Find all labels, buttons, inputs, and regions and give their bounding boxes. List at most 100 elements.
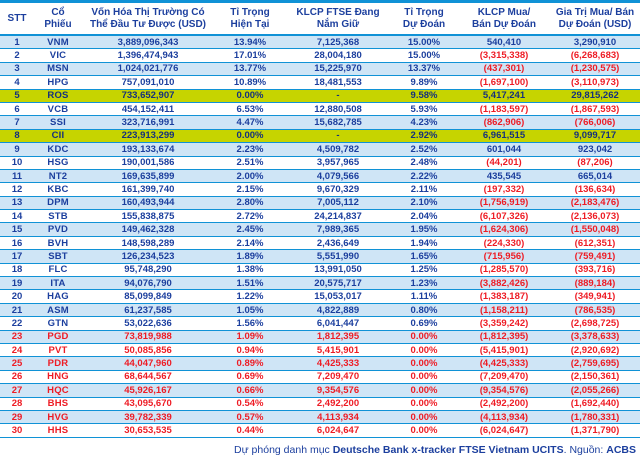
cell-stt: 11 <box>11 170 23 182</box>
cell-ticker: PGD <box>47 331 69 343</box>
cell-shares_held: 15,682,785 <box>314 117 362 129</box>
cell-pred_value: (2,136,073) <box>570 210 620 222</box>
cell-pred_weight: 2.04% <box>410 210 438 222</box>
cell-pred_value: (1,230,575) <box>570 63 620 75</box>
cell-stt: 10 <box>11 157 23 169</box>
cell-pred_shares: (6,024,647) <box>479 425 529 437</box>
cell-ticker: HQC <box>47 384 69 396</box>
cell-stt: 23 <box>11 331 23 343</box>
column-header-shares_held: KLCP FTSE Đang Nắm Giữ <box>296 7 380 30</box>
table-header-row: STT Cổ Phiếu Vốn Hóa Thị Trường Có Thể Đầu… <box>0 3 640 36</box>
cell-market_cap: 757,091,010 <box>121 76 175 88</box>
cell-market_cap: 1,396,474,943 <box>117 50 179 62</box>
cell-pred_weight: 15.00% <box>407 36 441 48</box>
cell-shares_held: 15,225,970 <box>314 63 362 75</box>
cell-shares_held: 5,551,990 <box>316 250 360 262</box>
cell-ticker: BVH <box>47 237 69 249</box>
cell-pred_shares: (6,107,326) <box>479 210 529 222</box>
etf-forecast-table: STT Cổ Phiếu Vốn Hóa Thị Trường Có Thể Đầu… <box>0 0 640 438</box>
cell-stt: 5 <box>14 90 20 102</box>
cell-ticker: VIC <box>49 50 67 62</box>
cell-market_cap: 45,926,167 <box>124 384 172 396</box>
cell-stt: 6 <box>14 103 20 115</box>
cell-pred_shares: (1,383,187) <box>479 291 529 303</box>
cell-ticker: STB <box>48 210 68 222</box>
cell-shares_held: 2,492,200 <box>316 398 360 410</box>
cell-stt: 8 <box>14 130 20 142</box>
cell-market_cap: 3,889,096,343 <box>117 36 179 48</box>
cell-market_cap: 223,913,299 <box>121 130 175 142</box>
cell-current_weight: 0.00% <box>236 130 264 142</box>
cell-stt: 17 <box>11 250 23 262</box>
caption-prefix: Dự phóng danh mục <box>234 443 333 456</box>
cell-stt: 15 <box>11 224 23 236</box>
cell-stt: 3 <box>14 63 20 75</box>
cell-pred_shares: (3,315,338) <box>479 50 529 62</box>
cell-pred_shares: (4,425,333) <box>479 358 529 370</box>
cell-pred_shares: (437,301) <box>483 63 525 75</box>
cell-ticker: HSG <box>47 157 69 169</box>
cell-ticker: CII <box>51 130 65 142</box>
table-row-HAG: 20 HAG 85,099,849 1.22% 15,053,017 1.11% (1,38… <box>0 290 640 304</box>
cell-shares_held: 1,812,395 <box>316 331 360 343</box>
cell-pred_value: (612,351) <box>574 237 616 249</box>
cell-pred_weight: 2.11% <box>410 183 438 195</box>
cell-market_cap: 126,234,523 <box>121 250 175 262</box>
cell-shares_held: 7,209,470 <box>316 371 360 383</box>
cell-pred_weight: 4.23% <box>410 117 438 129</box>
cell-stt: 16 <box>11 237 23 249</box>
cell-market_cap: 323,716,991 <box>121 117 175 129</box>
cell-market_cap: 85,099,849 <box>124 291 172 303</box>
cell-stt: 28 <box>11 398 23 410</box>
cell-market_cap: 190,001,586 <box>121 157 175 169</box>
cell-market_cap: 155,838,875 <box>121 210 175 222</box>
cell-pred_value: (759,491) <box>574 250 616 262</box>
cell-pred_weight: 0.00% <box>410 425 438 437</box>
cell-market_cap: 94,076,790 <box>124 277 172 289</box>
cell-shares_held: - <box>336 130 340 142</box>
cell-ticker: PDR <box>47 358 69 370</box>
cell-market_cap: 160,493,944 <box>121 197 175 209</box>
cell-current_weight: 10.89% <box>233 76 267 88</box>
cell-shares_held: 7,125,368 <box>316 36 360 48</box>
cell-pred_value: (1,550,048) <box>570 224 620 236</box>
column-header-pred_value: Gia Trị Mua/ Bán Dự Đoán (USD) <box>555 7 635 30</box>
table-row-KBC: 12 KBC 161,399,740 2.15% 9,670,329 2.11% (197,… <box>0 183 640 197</box>
cell-pred_weight: 2.10% <box>410 197 438 209</box>
caption-source: ACBS <box>606 443 636 456</box>
cell-stt: 14 <box>11 210 23 222</box>
cell-pred_shares: (1,624,306) <box>479 224 529 236</box>
cell-shares_held: 7,005,112 <box>317 197 359 209</box>
cell-pred_shares: (44,201) <box>486 157 522 169</box>
table-row-PGD: 23 PGD 73,819,988 1.09% 1,812,395 0.00% (1,812… <box>0 330 640 344</box>
cell-ticker: NT2 <box>48 170 68 182</box>
cell-market_cap: 95,748,290 <box>124 264 172 276</box>
cell-current_weight: 1.09% <box>236 331 264 343</box>
cell-pred_value: (3,378,633) <box>570 331 620 343</box>
cell-shares_held: 4,425,333 <box>316 358 360 370</box>
cell-market_cap: 39,782,339 <box>124 411 172 423</box>
table-row-BVH: 16 BVH 148,598,289 2.14% 2,436,649 1.94% (224,… <box>0 236 640 251</box>
cell-ticker: HAG <box>47 291 69 303</box>
cell-pred_value: (3,110,973) <box>570 76 620 88</box>
cell-pred_shares: (1,697,100) <box>479 76 529 88</box>
cell-pred_weight: 5.93% <box>410 103 438 115</box>
cell-ticker: ITA <box>50 277 66 289</box>
cell-pred_weight: 1.65% <box>410 250 438 262</box>
table-row-GTN: 22 GTN 53,022,636 1.56% 6,041,447 0.69% (3,359… <box>0 317 640 331</box>
cell-shares_held: 13,991,050 <box>314 264 362 276</box>
cell-pred_shares: (9,354,576) <box>479 384 529 396</box>
cell-current_weight: 2.80% <box>236 197 264 209</box>
cell-shares_held: 18,481,553 <box>314 76 362 88</box>
cell-market_cap: 149,462,328 <box>121 224 175 236</box>
cell-pred_shares: (1,183,597) <box>479 103 529 115</box>
cell-ticker: KBC <box>47 183 69 195</box>
table-row-HNG: 26 HNG 68,644,567 0.69% 7,209,470 0.00% (7,209… <box>0 370 640 385</box>
cell-pred_shares: (715,956) <box>483 250 525 262</box>
cell-pred_shares: (862,906) <box>483 117 525 129</box>
column-header-market_cap: Vốn Hóa Thị Trường Có Thể Đầu Tư Được (U… <box>89 7 207 30</box>
cell-ticker: FLC <box>48 264 68 276</box>
cell-pred_value: (1,780,331) <box>570 411 620 423</box>
cell-pred_shares: (1,812,395) <box>479 331 529 343</box>
cell-pred_value: (349,941) <box>574 291 616 303</box>
